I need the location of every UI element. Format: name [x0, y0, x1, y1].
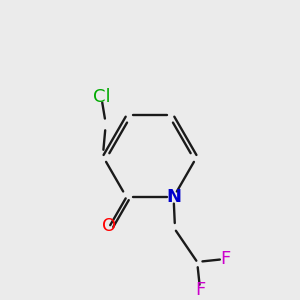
Text: O: O [102, 218, 116, 236]
Text: N: N [166, 188, 181, 206]
Text: Cl: Cl [92, 88, 110, 106]
Text: F: F [220, 250, 230, 268]
Text: F: F [195, 281, 205, 299]
